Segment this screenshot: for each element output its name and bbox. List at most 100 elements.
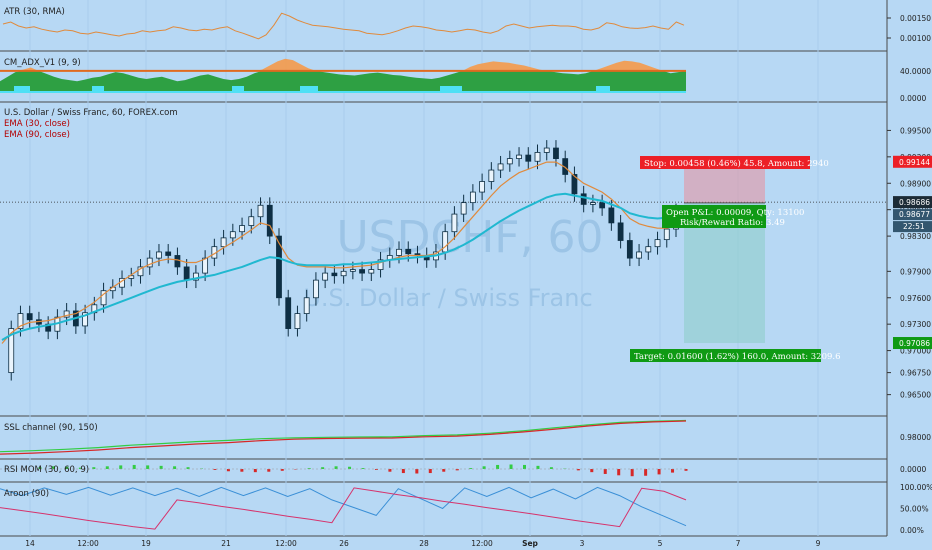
stop-label-box: [640, 156, 810, 169]
candle-body: [340, 270, 347, 277]
panes-layer: [0, 12, 887, 530]
time-tick-label: 5: [658, 539, 663, 548]
candle-body: [276, 235, 282, 299]
aroon-tick-label: 0.00%: [900, 526, 924, 535]
adx-pane-title: CM_ADX_V1 (9, 9): [4, 58, 81, 68]
candle-body: [100, 290, 107, 306]
candle-body: [479, 181, 486, 193]
candle-body: [229, 231, 236, 239]
watermark-name: U.S. Dollar / Swiss Franc: [303, 284, 592, 312]
time-tick-label: 12:00: [471, 539, 493, 548]
candle-body: [534, 152, 541, 162]
candle-body: [359, 269, 365, 274]
candle-body: [349, 269, 356, 272]
candle-body: [469, 191, 476, 204]
candle-body: [590, 202, 596, 205]
time-tick-label: 12:00: [275, 539, 297, 548]
adx-tick-label: 40.0000: [900, 67, 931, 76]
pane-titles: ATR (30, RMA) CM_ADX_V1 (9, 9) U.S. Doll…: [4, 7, 178, 499]
adx-signal-block: [440, 86, 462, 93]
rsi-mom-pane-title: RSI MOM (30, 60, 9): [4, 465, 89, 475]
candle-body: [645, 246, 652, 253]
atr-pane-title: ATR (30, RMA): [4, 7, 65, 17]
candle-body: [368, 269, 375, 274]
candle-body: [174, 255, 181, 268]
position-tool[interactable]: Stop: 0.00458 (0.46%) 45.8, Amount: 2940…: [630, 156, 841, 362]
time-tick-label: 7: [736, 539, 741, 548]
price-axis: 0.001500.0010040.00000.00000.995000.9920…: [887, 14, 932, 535]
time-tick-label: Sep: [522, 539, 538, 548]
candle-body: [516, 154, 522, 160]
candle-body: [377, 259, 384, 270]
aroon-down-line: [0, 487, 687, 530]
aroon-pane-title: Aroon (90): [4, 489, 49, 499]
time-tick-label: 26: [339, 539, 349, 548]
countdown-text: 22:51: [903, 222, 925, 231]
candle-body: [405, 248, 412, 255]
candle-body: [525, 154, 532, 162]
open-pnl-label: Open P&L: 0.00009, Qty: 13100: [666, 208, 804, 218]
time-tick-label: 21: [221, 539, 231, 548]
candle-body: [331, 272, 338, 277]
target-label-box: [630, 349, 821, 362]
aroon-up-line: [0, 486, 687, 527]
target-label: Target: 0.01600 (1.62%) 160.0, Amount: 3…: [634, 351, 841, 362]
candle-body: [285, 297, 292, 329]
candle-body: [82, 312, 88, 327]
candle-body: [183, 266, 190, 281]
time-tick-label: 14: [25, 539, 35, 548]
candle-body: [636, 251, 642, 259]
ema30-line: [1, 161, 677, 344]
candle-body: [396, 248, 402, 256]
candle-body: [266, 204, 273, 237]
time-tick-label: 3: [580, 539, 585, 548]
time-tick-label: 12:00: [77, 539, 99, 548]
ssl-up-line: [0, 419, 687, 453]
candle-body: [303, 297, 310, 315]
candle-body: [294, 313, 301, 329]
time-tick-label: 28: [419, 539, 429, 548]
aroon-tick-label: 50.00%: [900, 505, 929, 514]
price-tick-label: 0.98900: [900, 179, 931, 188]
candle-body: [63, 310, 70, 318]
time-tick-label: 19: [141, 539, 151, 548]
price-tick-label: 0.96750: [900, 369, 931, 378]
adx-band: [0, 91, 686, 93]
ssl-pane-title: SSL channel (90, 150): [4, 423, 98, 433]
candle-body: [506, 158, 513, 165]
candle-body: [26, 313, 33, 321]
candle-body: [202, 257, 209, 274]
candle-body: [239, 225, 245, 233]
candle-body: [617, 222, 624, 241]
candle-body: [8, 328, 15, 374]
candle-body: [571, 174, 578, 195]
ema30-legend: EMA (30, close): [4, 119, 70, 129]
atr-tick-label: 0.00150: [900, 14, 931, 23]
candle-body: [497, 163, 504, 171]
adx-tick-label: 0.0000: [900, 94, 926, 103]
current-price-text: 0.98686: [899, 198, 930, 207]
atr-tick-label: 0.00100: [900, 34, 931, 43]
entry-price-tag: [893, 209, 932, 221]
ema90-legend: EMA (90, close): [4, 130, 70, 140]
countdown-tag: [893, 221, 932, 233]
candle-body: [580, 193, 587, 205]
entry-price-text: 0.98677: [899, 210, 930, 219]
price-tick-label: 0.97600: [900, 294, 931, 303]
candle-body: [599, 202, 606, 209]
price-tick-label: 0.97900: [900, 267, 931, 276]
candle-body: [17, 313, 24, 329]
ema90-line: [1, 192, 677, 341]
candle-body: [313, 279, 319, 299]
adx-signal-block: [232, 86, 244, 93]
main-pane-title: U.S. Dollar / Swiss Franc, 60, FOREX.com: [4, 108, 178, 118]
adx-band: [0, 86, 686, 89]
candle-body: [248, 216, 255, 226]
candle-body: [553, 147, 559, 160]
candle-body: [322, 272, 329, 281]
adx-signal-block: [300, 86, 318, 93]
adx-orange-area: [0, 58, 686, 71]
ssl-down-line: [0, 420, 687, 455]
adx-signal-block: [596, 86, 610, 93]
